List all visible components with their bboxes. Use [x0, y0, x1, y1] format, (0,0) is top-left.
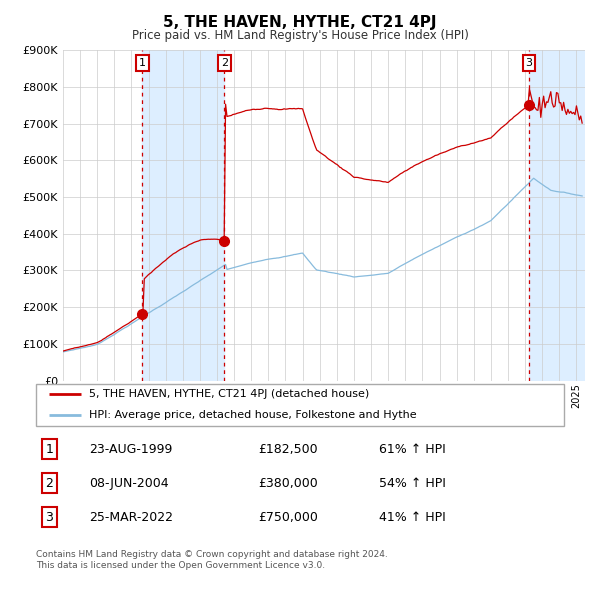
Text: £380,000: £380,000	[258, 477, 317, 490]
Bar	[142, 50, 224, 381]
Text: 1: 1	[139, 58, 146, 68]
Text: 5, THE HAVEN, HYTHE, CT21 4PJ: 5, THE HAVEN, HYTHE, CT21 4PJ	[163, 15, 437, 30]
Text: This data is licensed under the Open Government Licence v3.0.: This data is licensed under the Open Gov…	[36, 560, 325, 569]
Text: £182,500: £182,500	[258, 442, 317, 456]
Text: 3: 3	[45, 511, 53, 524]
Text: 08-JUN-2004: 08-JUN-2004	[89, 477, 169, 490]
Text: £750,000: £750,000	[258, 511, 317, 524]
Text: 3: 3	[526, 58, 533, 68]
Text: 2: 2	[221, 58, 228, 68]
Text: 5, THE HAVEN, HYTHE, CT21 4PJ (detached house): 5, THE HAVEN, HYTHE, CT21 4PJ (detached …	[89, 389, 369, 399]
Text: HPI: Average price, detached house, Folkestone and Hythe: HPI: Average price, detached house, Folk…	[89, 411, 416, 420]
Text: 25-MAR-2022: 25-MAR-2022	[89, 511, 173, 524]
Text: 61% ↑ HPI: 61% ↑ HPI	[379, 442, 446, 456]
Bar	[529, 50, 585, 381]
Text: 54% ↑ HPI: 54% ↑ HPI	[379, 477, 446, 490]
Text: Price paid vs. HM Land Registry's House Price Index (HPI): Price paid vs. HM Land Registry's House …	[131, 30, 469, 42]
Text: Contains HM Land Registry data © Crown copyright and database right 2024.: Contains HM Land Registry data © Crown c…	[36, 550, 388, 559]
Text: 41% ↑ HPI: 41% ↑ HPI	[379, 511, 446, 524]
Text: 1: 1	[45, 442, 53, 456]
Text: 23-AUG-1999: 23-AUG-1999	[89, 442, 172, 456]
Text: 2: 2	[45, 477, 53, 490]
